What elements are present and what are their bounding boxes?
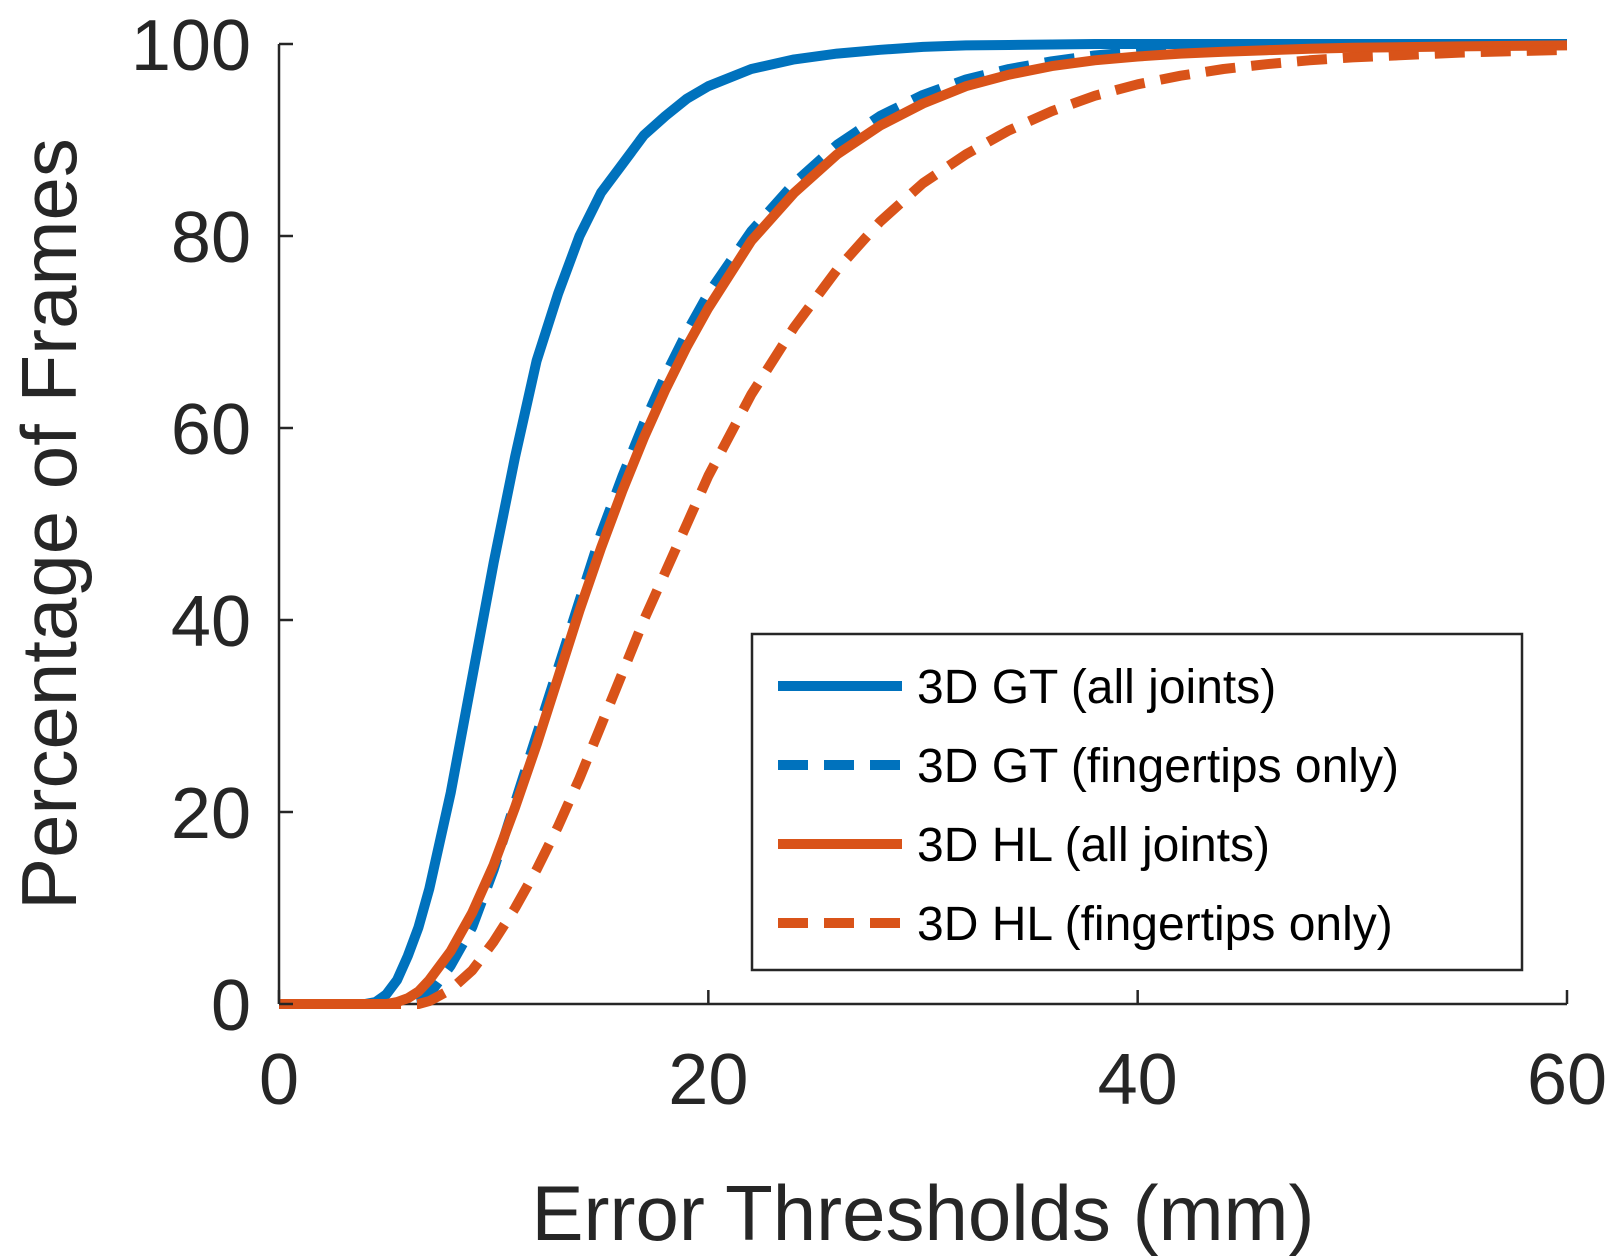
- tick-labels: 0 20 40 60 0 20 40 60 80 100: [131, 6, 1607, 1120]
- legend-label: 3D HL (all joints): [917, 819, 1270, 872]
- legend: 3D GT (all joints) 3D GT (fingertips only…: [750, 632, 1524, 972]
- series-line-3: [279, 40, 1568, 1009]
- y-tick-label: 20: [171, 774, 251, 854]
- x-tick-label: 60: [1527, 1040, 1607, 1120]
- series-line-1: [279, 39, 1567, 1009]
- y-tick-label: 60: [171, 390, 251, 470]
- legend-label: 3D HL (fingertips only): [917, 898, 1393, 951]
- x-tick-label: 0: [259, 1040, 299, 1120]
- legend-label: 3D GT (fingertips only): [917, 740, 1399, 793]
- series-line-4: [279, 44, 1568, 1009]
- y-tick-label: 40: [171, 582, 251, 662]
- x-axis-label: Error Thresholds (mm): [531, 1169, 1314, 1257]
- x-tick-label: 20: [668, 1040, 748, 1120]
- x-tick-label: 40: [1098, 1040, 1178, 1120]
- y-axis-label: Percentage of Frames: [5, 138, 93, 910]
- y-tick-label: 80: [171, 198, 251, 278]
- y-tick-label: 100: [131, 6, 251, 86]
- y-tick-label: 0: [211, 966, 251, 1046]
- legend-label: 3D GT (all joints): [917, 661, 1276, 714]
- series-layer: [279, 39, 1568, 1009]
- axes: [277, 44, 1567, 1006]
